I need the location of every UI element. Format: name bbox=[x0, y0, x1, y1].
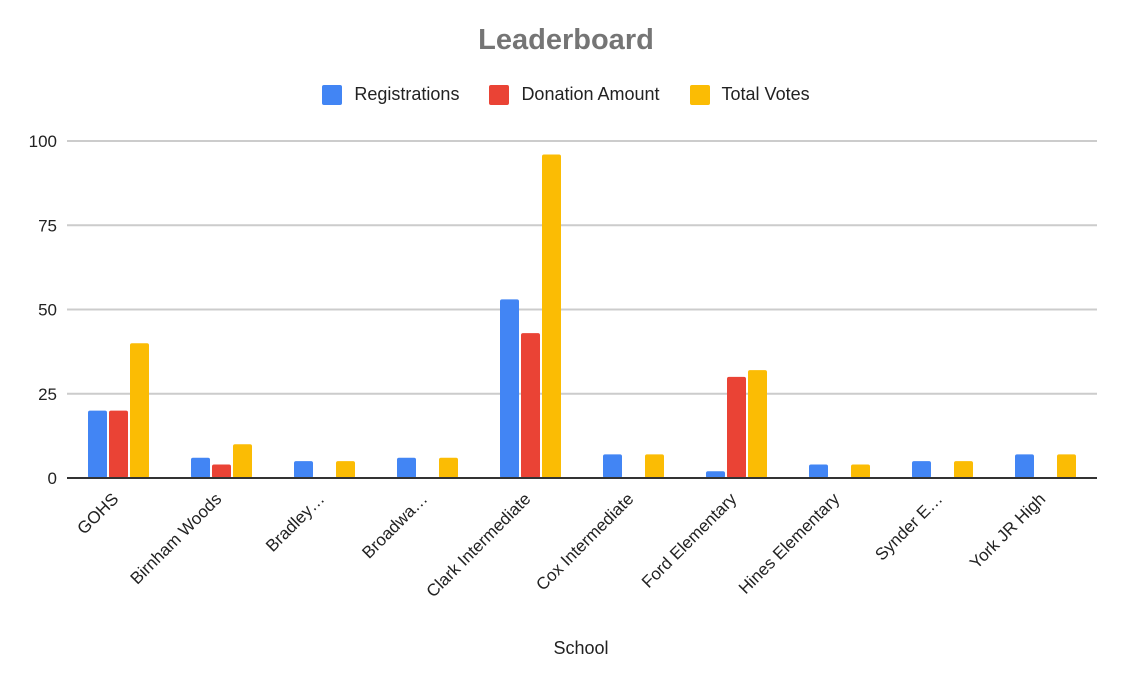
y-tick-label: 50 bbox=[38, 301, 57, 320]
bar-registrations bbox=[191, 457, 210, 478]
x-tick-label: GOHS bbox=[73, 489, 122, 538]
bar-registrations bbox=[294, 461, 313, 478]
y-tick-label: 25 bbox=[38, 385, 57, 404]
bar-donation-amount bbox=[521, 333, 540, 478]
y-tick-label: 75 bbox=[38, 216, 57, 235]
bar-total-votes bbox=[645, 454, 664, 478]
bar-registrations bbox=[1015, 454, 1034, 478]
bar-donation-amount bbox=[727, 376, 746, 478]
bar-registrations bbox=[603, 454, 622, 478]
bar-registrations bbox=[500, 299, 519, 478]
x-tick-label: Cox Intermediate bbox=[532, 489, 637, 594]
bar-total-votes bbox=[748, 370, 767, 478]
x-tick-label: Ford Elementary bbox=[638, 489, 741, 592]
bar-registrations bbox=[88, 410, 107, 478]
x-tick-label: Broadwa… bbox=[358, 489, 431, 562]
bar-total-votes bbox=[130, 343, 149, 478]
bar-total-votes bbox=[233, 444, 252, 478]
legend-item-donation-amount: Donation Amount bbox=[489, 84, 660, 105]
x-tick-label: Hines Elementary bbox=[735, 489, 844, 598]
legend-item-registrations: Registrations bbox=[322, 84, 459, 105]
x-tick-label: Synder E… bbox=[871, 489, 946, 564]
bar-registrations bbox=[809, 464, 828, 478]
x-tick-label: Clark Intermediate bbox=[423, 489, 535, 601]
x-tick-label: Bradley… bbox=[262, 489, 328, 555]
legend-item-total-votes: Total Votes bbox=[689, 84, 810, 105]
y-tick-label: 0 bbox=[48, 469, 57, 488]
x-tick-label: Birnham Woods bbox=[127, 489, 226, 588]
bar-registrations bbox=[397, 457, 416, 478]
bar-donation-amount bbox=[212, 464, 231, 478]
legend-swatch-total-votes bbox=[689, 84, 710, 105]
bar-donation-amount bbox=[109, 410, 128, 478]
bar-total-votes bbox=[954, 461, 973, 478]
x-tick-label: York JR High bbox=[966, 489, 1049, 572]
chart-legend: Registrations Donation Amount Total Vote… bbox=[0, 84, 1132, 105]
x-axis-label: School bbox=[553, 638, 609, 658]
bar-registrations bbox=[912, 461, 931, 478]
legend-swatch-donation-amount bbox=[489, 84, 510, 105]
bar-total-votes bbox=[336, 461, 355, 478]
bar-total-votes bbox=[542, 154, 561, 479]
legend-label-donation-amount: Donation Amount bbox=[521, 84, 660, 104]
bar-total-votes bbox=[1057, 454, 1076, 478]
bar-total-votes bbox=[439, 457, 458, 478]
chart-title: Leaderboard bbox=[478, 24, 654, 56]
y-tick-label: 100 bbox=[29, 132, 57, 151]
legend-label-total-votes: Total Votes bbox=[721, 84, 810, 104]
legend-label-registrations: Registrations bbox=[354, 84, 460, 104]
bar-total-votes bbox=[851, 464, 870, 478]
legend-swatch-registrations bbox=[322, 84, 343, 105]
bar-registrations bbox=[706, 471, 725, 478]
